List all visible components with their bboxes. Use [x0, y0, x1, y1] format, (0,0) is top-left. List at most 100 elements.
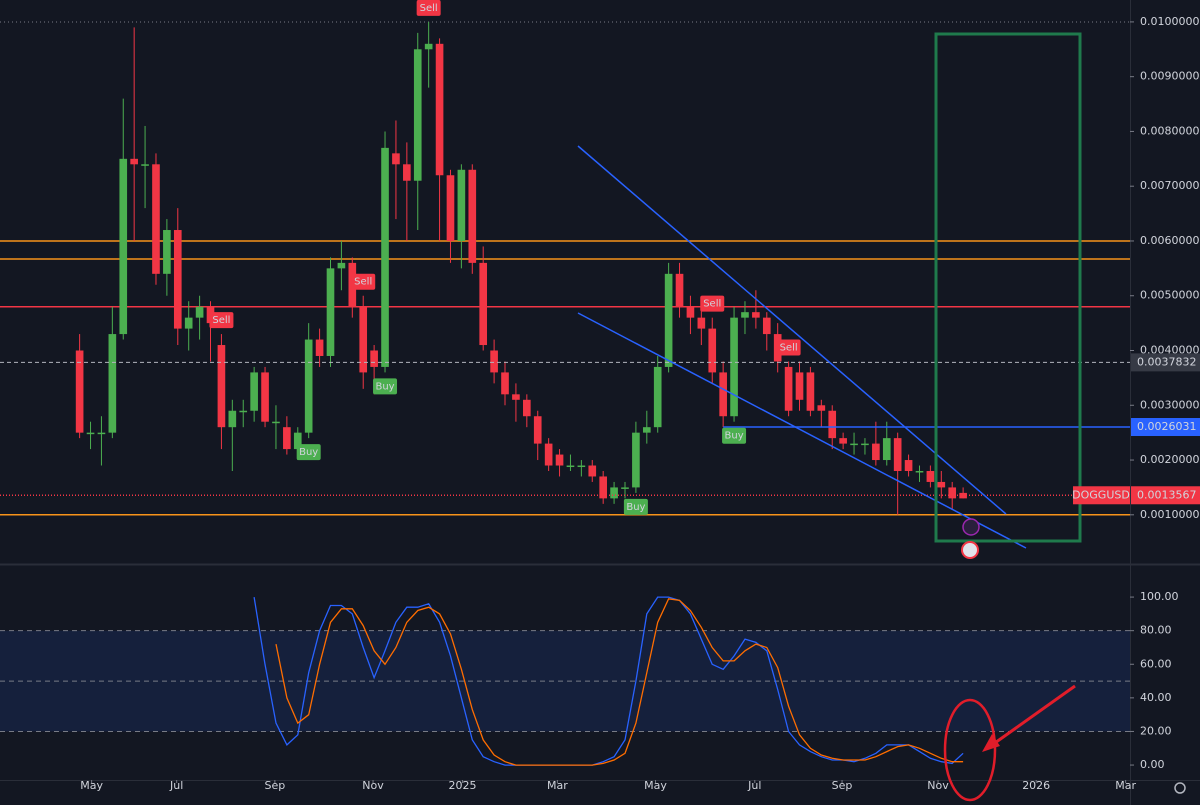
- candle-body: [130, 158, 138, 165]
- candle-body: [184, 317, 193, 329]
- candle-body: [828, 410, 837, 439]
- label-layer: 0.0010000 0.0020000 0.0030000 0.0040000 0.00…: [80, 0, 1200, 792]
- candle-body: [403, 164, 411, 181]
- candle-body: [468, 169, 477, 263]
- target-box: [934, 32, 1082, 543]
- candle-body: [250, 372, 258, 411]
- trendline-lower: [577, 312, 1027, 549]
- candle-body: [293, 432, 302, 450]
- candle-body: [86, 432, 95, 435]
- candle-body: [730, 317, 738, 417]
- candle-body: [948, 487, 957, 499]
- x-tick-label: Nov: [362, 779, 384, 792]
- y-tick-label: 0.0060000: [1140, 234, 1200, 247]
- candle-body: [283, 427, 291, 450]
- candle-body: [621, 487, 629, 489]
- candle-body: [861, 443, 869, 446]
- settings-gear[interactable]: [1174, 782, 1186, 794]
- candle-body: [457, 169, 466, 241]
- candle-body: [664, 273, 673, 367]
- candle-body: [653, 366, 662, 428]
- x-tick-label: 2026: [1022, 779, 1050, 792]
- candle-body: [413, 49, 422, 181]
- flag-icon: [961, 541, 979, 559]
- candle-body: [315, 339, 324, 356]
- candle-body: [370, 350, 378, 367]
- y-tick-label: 0.0030000: [1140, 398, 1200, 411]
- candle-body: [675, 273, 684, 307]
- event-icon: [962, 518, 980, 536]
- y-tick-label: 0.0020000: [1140, 453, 1200, 466]
- candle-body: [752, 312, 760, 318]
- candle-body: [381, 147, 389, 367]
- candle-body: [337, 262, 346, 269]
- candle-body: [173, 230, 182, 329]
- price-label-box: [1131, 418, 1200, 437]
- y2-tick-label: 100.00: [1140, 590, 1179, 603]
- candle-body: [523, 399, 531, 417]
- candle-body: [577, 465, 586, 468]
- arrow-shaft: [991, 684, 1076, 747]
- y2-tick-label: 80.00: [1140, 624, 1172, 637]
- candle-body: [490, 350, 498, 373]
- candle-body: [304, 339, 313, 433]
- buy-signal: Buy: [299, 447, 318, 458]
- candle-body: [588, 465, 597, 477]
- candle-body: [708, 328, 717, 373]
- x-tick-label: Nov: [927, 779, 949, 792]
- y2-tick-label: 0.00: [1140, 758, 1165, 771]
- candle-body: [599, 476, 607, 499]
- x-tick-label: Sep: [832, 779, 853, 792]
- x-tick-label: May: [644, 779, 667, 792]
- candle-body: [632, 432, 640, 488]
- candle-body: [228, 410, 237, 428]
- candle-body: [795, 372, 804, 400]
- candle-body: [446, 175, 455, 241]
- candle-body: [904, 460, 913, 471]
- x-tick-label: May: [80, 779, 103, 792]
- y-tick-label: 0.0040000: [1140, 344, 1200, 357]
- candle-body: [762, 317, 771, 335]
- candle-body: [359, 306, 368, 373]
- candle-body: [75, 350, 84, 433]
- sell-signal-box: [209, 312, 234, 329]
- candle-body: [141, 164, 149, 166]
- candle-body: [850, 443, 858, 446]
- x-tick-label: Jul: [747, 779, 761, 792]
- candle-body: [119, 158, 128, 335]
- candle-body: [97, 432, 106, 435]
- candle-body: [217, 345, 226, 428]
- sell-signal: Sell: [420, 3, 438, 14]
- highlight-ellipse: [943, 698, 997, 802]
- y-tick-label: 0.0080000: [1140, 124, 1200, 137]
- y2-tick-label: 20.00: [1140, 724, 1172, 737]
- y-tick-label: 0.0100000: [1140, 15, 1200, 28]
- candle-body: [872, 443, 880, 461]
- candle-body: [479, 262, 488, 346]
- symbol-label: DOGGUSD: [1072, 488, 1130, 501]
- candle-body: [555, 454, 564, 466]
- buy-signal: Buy: [626, 502, 645, 513]
- candle-body: [108, 334, 117, 433]
- candle-body: [784, 366, 793, 411]
- sell-signal: Sell: [703, 299, 721, 310]
- candle-body: [642, 427, 651, 433]
- y-tick-label: 0.0070000: [1140, 179, 1200, 192]
- candle-body: [512, 394, 520, 400]
- sell-signal-box: [351, 273, 376, 290]
- settings-icon[interactable]: [1174, 782, 1186, 794]
- candle-body: [544, 443, 553, 466]
- candle-body: [697, 317, 706, 329]
- buy-signal: Buy: [725, 431, 744, 442]
- candle-body: [501, 372, 509, 395]
- candle-body: [926, 470, 935, 482]
- candle-body: [272, 421, 280, 424]
- y-tick-label: 0.0050000: [1140, 289, 1200, 302]
- y-tick-label: 0.0010000: [1140, 508, 1200, 521]
- x-tick-label: 2025: [448, 779, 476, 792]
- candle-body: [163, 230, 171, 274]
- candle-body: [719, 372, 727, 417]
- y2-tick-label: 40.00: [1140, 691, 1172, 704]
